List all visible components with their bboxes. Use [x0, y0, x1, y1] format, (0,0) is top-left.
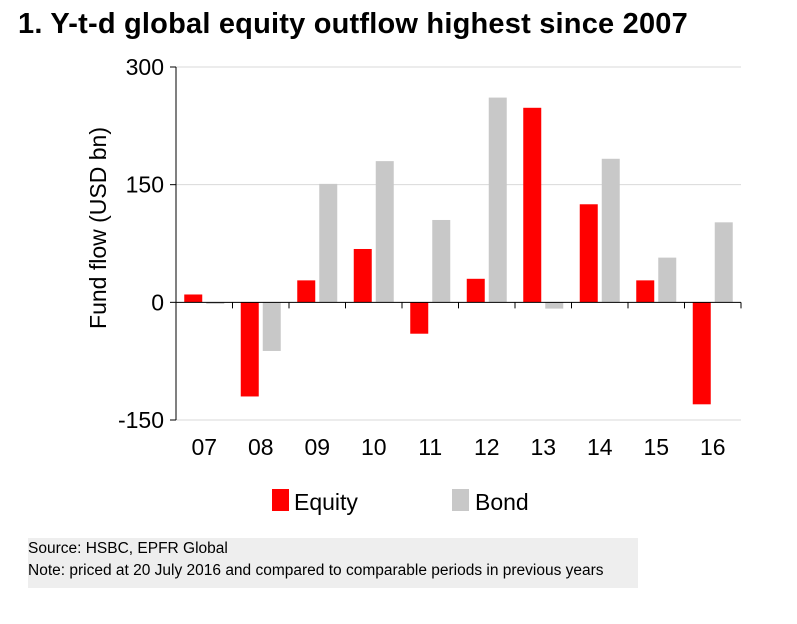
- y-tick-label: 300: [126, 54, 164, 80]
- x-tick-label: 15: [643, 434, 669, 460]
- y-tick-label: 150: [126, 172, 164, 198]
- x-tick-label: 16: [700, 434, 726, 460]
- x-tick-label: 09: [304, 434, 330, 460]
- bar-bond-09: [319, 183, 338, 303]
- legend-swatch-bond: [452, 489, 469, 511]
- x-tick-label: 07: [191, 434, 217, 460]
- bar-bond-11: [432, 219, 451, 303]
- bar-bond-16: [714, 222, 733, 303]
- bar-bond-15: [658, 257, 677, 303]
- axes: [170, 66, 742, 421]
- bar-equity-10: [353, 248, 372, 303]
- bar-equity-13: [523, 107, 542, 303]
- bar-bond-13: [545, 302, 564, 309]
- y-tick-labels: 300 150 0 -150: [118, 54, 164, 433]
- x-tick-label: 14: [587, 434, 613, 460]
- chart-plot: 300 150 0 -150 07 08 09 10 11 12 13 14 15 16 Fund fl…: [85, 54, 742, 515]
- legend-label-equity: Equity: [294, 489, 358, 515]
- bar-bond-10: [375, 161, 394, 303]
- chart-title: 1. Y-t-d global equity outflow highest s…: [18, 8, 688, 40]
- bar-bond-14: [601, 158, 620, 303]
- bar-equity-07: [184, 294, 203, 303]
- legend-label-bond: Bond: [475, 489, 529, 515]
- x-tick-label: 12: [474, 434, 500, 460]
- source-note-box: Source: HSBC, EPFR Global Note: priced a…: [28, 538, 638, 588]
- bar-bond-08: [262, 302, 281, 351]
- bar-equity-09: [297, 280, 316, 303]
- x-tick-labels: 07 08 09 10 11 12 13 14 15 16: [191, 434, 725, 460]
- source-text: Source: HSBC, EPFR Global: [28, 540, 228, 557]
- x-tick-label: 11: [418, 434, 442, 460]
- y-tick-label: -150: [118, 407, 164, 433]
- bar-equity-08: [240, 302, 259, 397]
- bar-equity-15: [636, 280, 655, 303]
- bar-bond-12: [488, 97, 507, 303]
- bar-equity-14: [579, 204, 598, 303]
- x-tick-label: 13: [530, 434, 556, 460]
- bars: [184, 97, 733, 405]
- x-tick-label: 08: [248, 434, 274, 460]
- x-tick-label: 10: [361, 434, 387, 460]
- gridlines: [176, 66, 741, 421]
- legend-swatch-equity: [272, 489, 289, 511]
- note-text: Note: priced at 20 July 2016 and compare…: [28, 562, 604, 579]
- bar-bond-07: [206, 302, 225, 304]
- bar-equity-16: [692, 302, 711, 405]
- y-axis-label: Fund flow (USD bn): [85, 127, 111, 329]
- legend: Equity Bond: [272, 489, 529, 515]
- bar-equity-12: [466, 278, 485, 303]
- bar-equity-11: [410, 302, 429, 334]
- y-tick-label: 0: [151, 289, 164, 315]
